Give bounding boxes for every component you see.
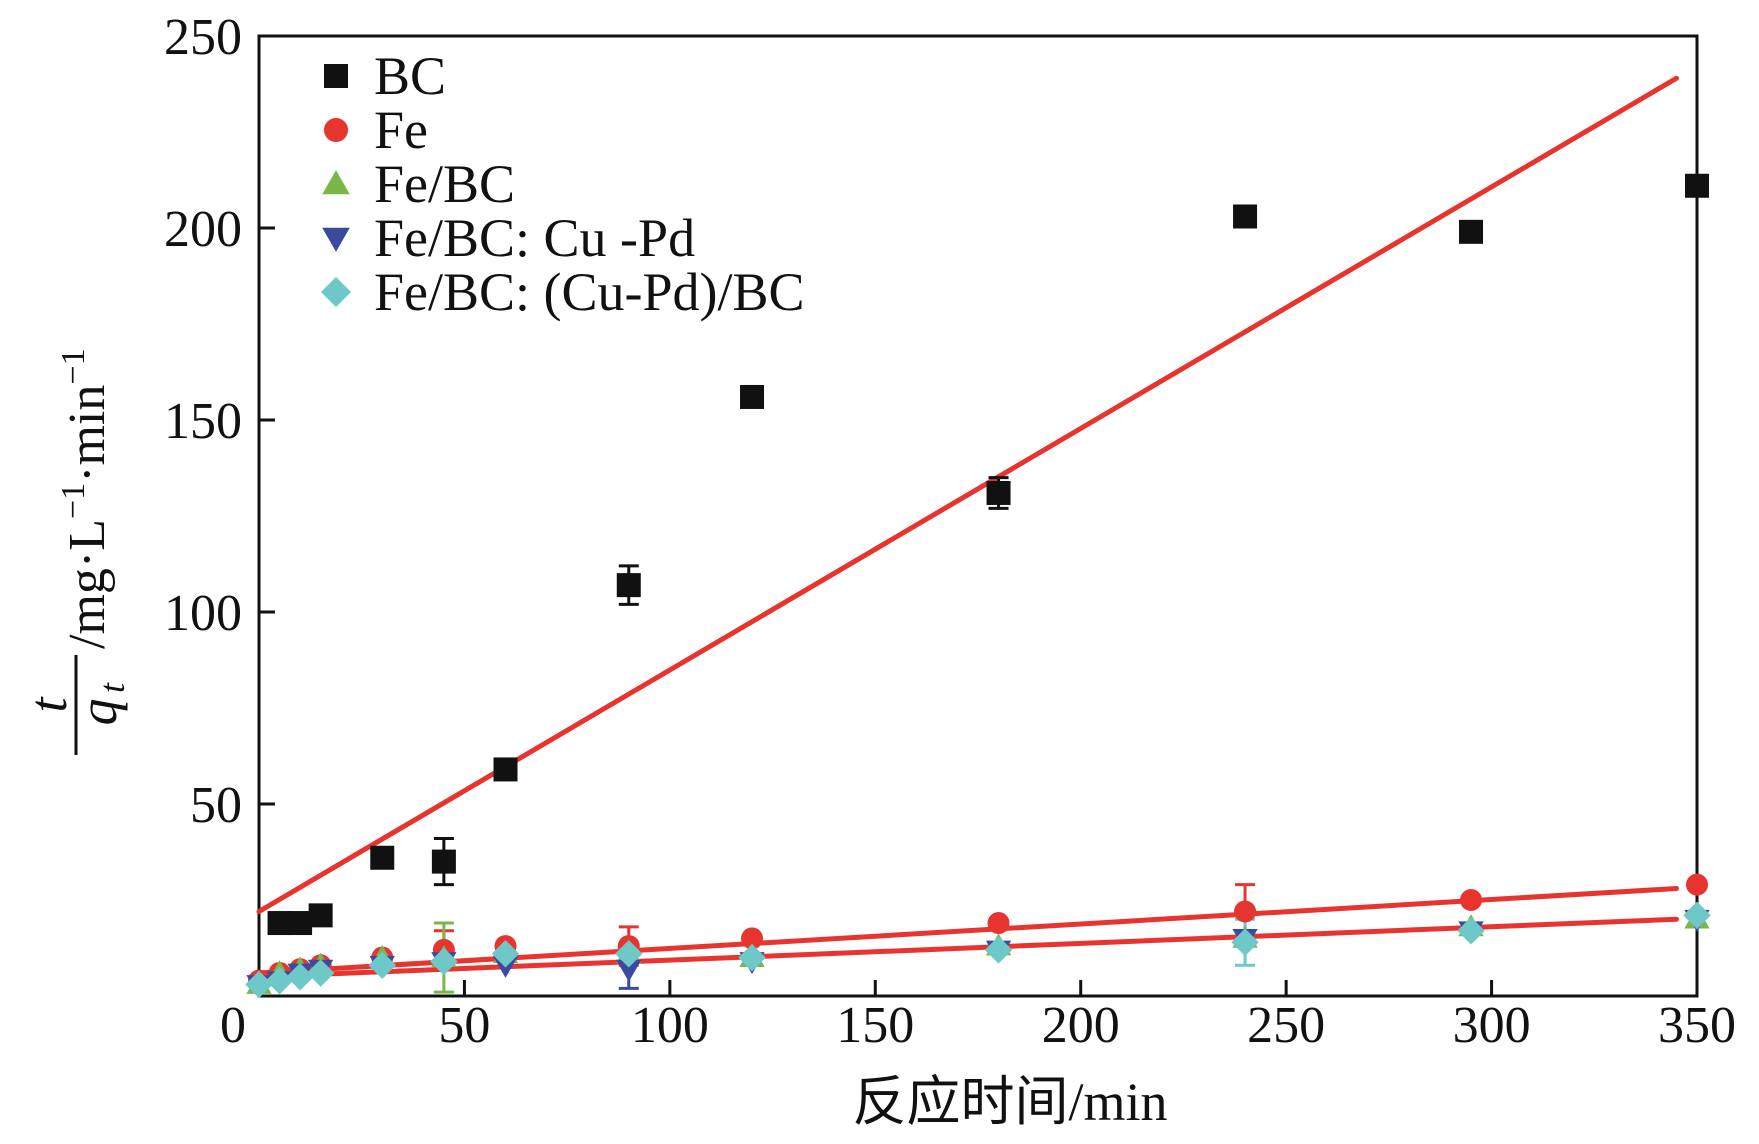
axis-ticks (259, 226, 1494, 996)
y-axis-title-denominator-subscript: t (92, 682, 132, 693)
x-tick-label: 100 (631, 997, 709, 1054)
data-point-4 (286, 963, 314, 991)
y-axis-units-exp: −1 (55, 483, 92, 519)
data-point-0 (431, 849, 456, 874)
data-point-0 (1233, 204, 1258, 229)
data-point-4 (306, 959, 335, 987)
y-axis-units-main: /mg·L (59, 519, 116, 649)
data-point-4 (1683, 901, 1711, 930)
legend-marker (324, 64, 348, 88)
data-point-3 (616, 959, 642, 982)
x-tick-label: 250 (1247, 997, 1325, 1054)
y-axis-units-tail: ·min (59, 385, 116, 483)
x-axis-title: 反应时间/min (852, 1072, 1167, 1132)
data-point-0 (493, 757, 518, 782)
legend-marker (321, 277, 351, 307)
x-tick-label: 200 (1042, 997, 1120, 1054)
y-axis-title: t q t /mg·L−1·min−1 (18, 348, 132, 755)
legend-label: BC (374, 46, 446, 106)
axis-tick-labels: 0 50 100 150 200 250 300 350 50 100 150 200 250 (164, 9, 1736, 1054)
data-point-4 (430, 947, 458, 976)
plot-frame (257, 34, 1699, 998)
data-markers (245, 173, 1711, 999)
data-point-0 (616, 573, 641, 598)
data-point-4 (491, 940, 520, 968)
data-point-1 (1686, 873, 1708, 896)
legend-marker (322, 227, 350, 252)
data-point-4 (368, 951, 397, 980)
data-point-0 (1459, 219, 1484, 244)
data-point-1 (741, 927, 764, 950)
data-point-0 (288, 911, 313, 936)
legend-label: Fe/BC: Cu -Pd (374, 208, 695, 268)
y-tick-label: 250 (164, 9, 242, 66)
data-point-0 (1685, 173, 1709, 198)
data-point-0 (267, 911, 292, 936)
data-point-4 (738, 943, 766, 972)
x-tick-label: 350 (1658, 997, 1736, 1054)
y-axis-title-units: /mg·L−1·min−1 (55, 348, 116, 649)
legend-marker (322, 170, 350, 195)
y-axis-title-numerator: t (18, 696, 78, 713)
y-axis-title-denominator: q (68, 699, 128, 726)
x-tick-label: 0 (220, 997, 246, 1054)
legend-label: Fe/BC (374, 154, 515, 214)
data-point-4 (984, 936, 1013, 964)
data-point-1 (1460, 889, 1483, 911)
x-tick-label: 150 (836, 997, 914, 1054)
data-point-4 (1457, 916, 1485, 945)
legend-label: Fe (374, 100, 428, 160)
data-point-1 (987, 912, 1010, 935)
data-point-1 (1234, 900, 1257, 923)
y-axis-units-tail-exp: −1 (55, 348, 92, 384)
data-point-4 (615, 940, 643, 968)
y-tick-label: 50 (190, 777, 242, 834)
data-point-0 (986, 480, 1011, 505)
data-point-0 (740, 384, 765, 409)
data-point-0 (308, 903, 333, 928)
legend-label: Fe/BC: (Cu-Pd)/BC (374, 262, 805, 322)
y-tick-label: 100 (164, 585, 242, 642)
fit-line (256, 916, 1679, 980)
data-point-4 (1231, 928, 1259, 956)
data-point-0 (370, 845, 395, 870)
x-tick-label: 300 (1453, 997, 1531, 1054)
x-tick-label: 50 (438, 997, 490, 1054)
data-point-4 (265, 966, 294, 995)
data-point-4 (245, 970, 273, 999)
y-tick-label: 200 (164, 201, 242, 258)
legend-marker (324, 118, 348, 142)
y-tick-label: 150 (164, 393, 242, 450)
